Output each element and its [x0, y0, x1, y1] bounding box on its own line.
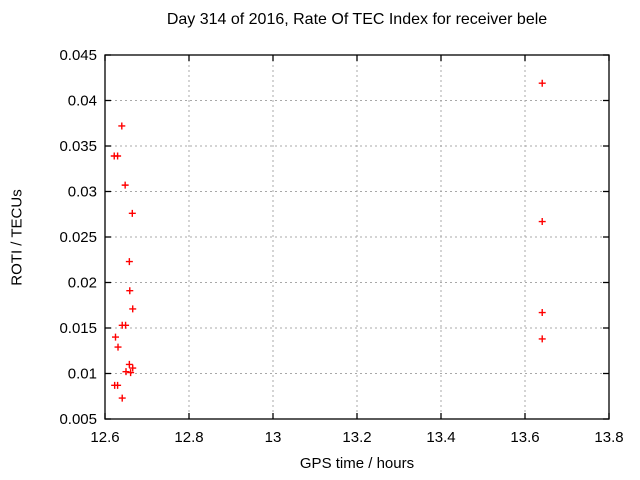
- chart-title: Day 314 of 2016, Rate Of TEC Index for r…: [166, 11, 548, 28]
- data-point: [538, 309, 546, 317]
- data-point: [114, 343, 122, 351]
- x-tick-label: 12.8: [174, 429, 203, 446]
- y-tick-label: 0.035: [59, 138, 97, 155]
- data-point: [128, 209, 136, 217]
- data-point: [125, 360, 133, 368]
- x-tick-label: 13.6: [510, 429, 539, 446]
- data-point: [118, 394, 126, 402]
- y-tick-label: 0.01: [68, 366, 97, 383]
- data-point: [122, 368, 130, 376]
- data-point: [114, 152, 122, 160]
- data-point: [112, 333, 119, 341]
- data-point: [127, 369, 135, 377]
- data-point: [129, 305, 137, 313]
- data-point: [538, 218, 546, 226]
- x-tick-label: 12.6: [90, 429, 119, 446]
- data-point: [125, 258, 133, 266]
- data-point: [114, 381, 122, 389]
- data-point: [121, 181, 129, 189]
- data-point: [538, 79, 546, 87]
- y-tick-label: 0.045: [59, 47, 97, 64]
- x-tick-label: 13.2: [342, 429, 371, 446]
- x-axis-label: GPS time / hours: [299, 455, 415, 472]
- y-tick-label: 0.025: [59, 229, 97, 246]
- data-point: [122, 321, 130, 329]
- data-point: [126, 287, 134, 295]
- y-tick-label: 0.015: [59, 320, 97, 337]
- x-tick-label: 13.8: [594, 429, 623, 446]
- data-point: [118, 122, 126, 130]
- y-tick-label: 0.02: [68, 275, 97, 292]
- data-point: [538, 335, 546, 343]
- y-tick-label: 0.005: [59, 411, 97, 428]
- x-tick-label: 13: [265, 429, 282, 446]
- y-tick-label: 0.03: [68, 184, 97, 201]
- x-tick-label: 13.4: [426, 429, 455, 446]
- y-tick-label: 0.04: [68, 93, 97, 110]
- data-point: [129, 364, 137, 372]
